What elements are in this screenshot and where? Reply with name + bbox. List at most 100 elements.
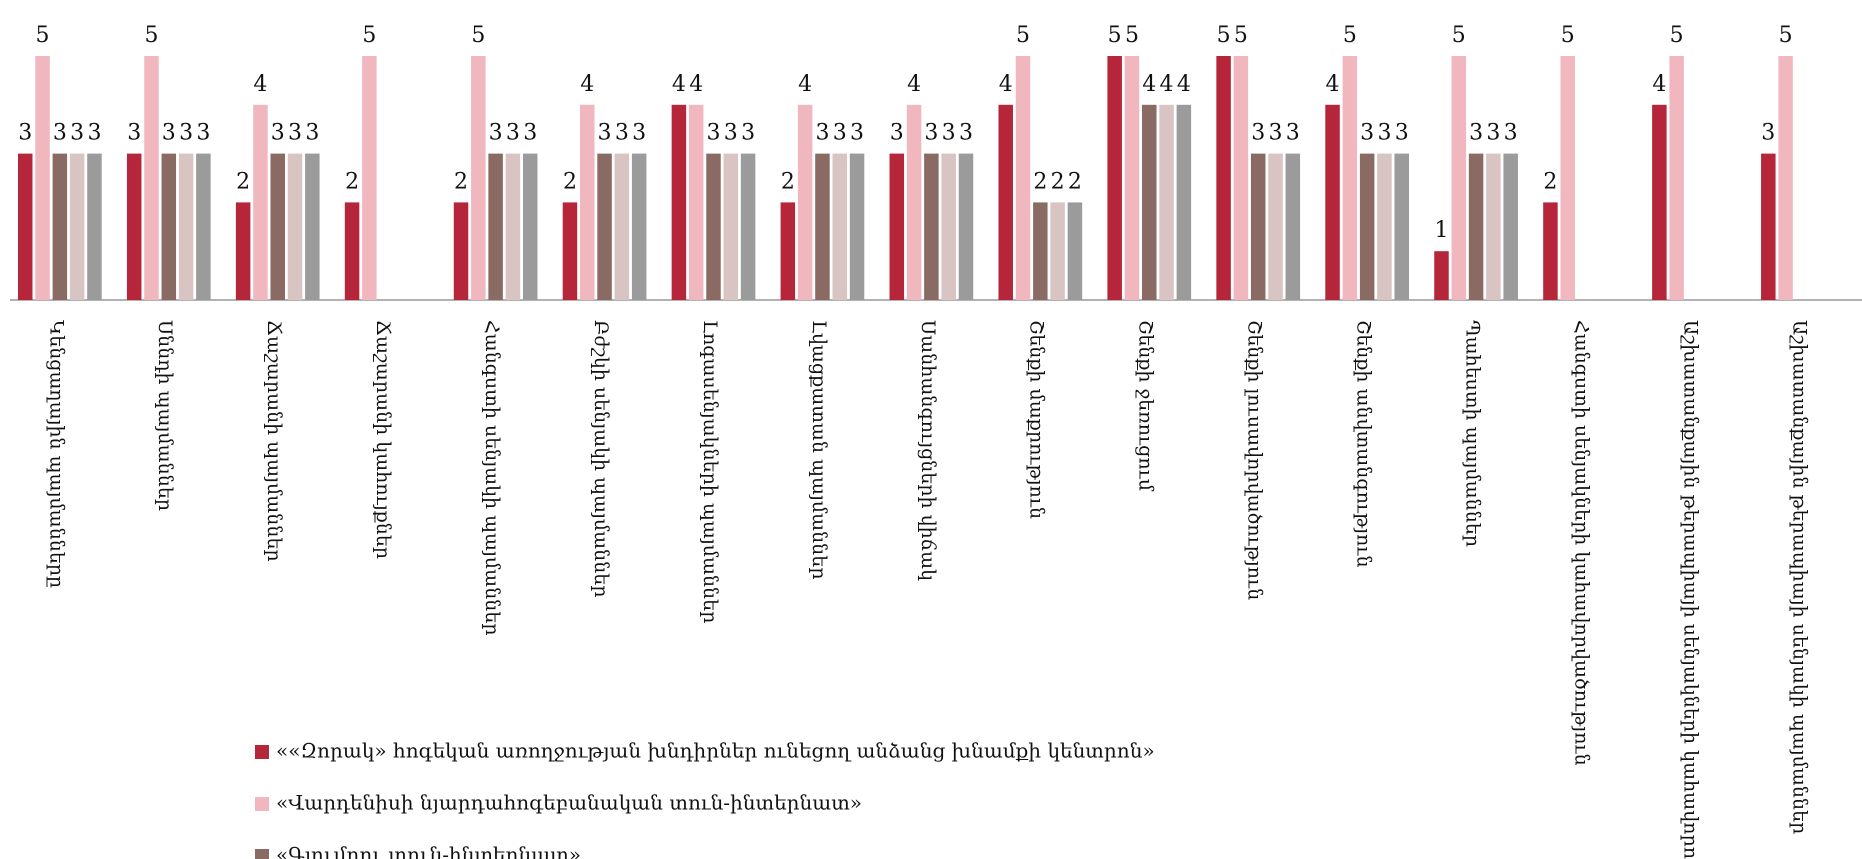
bar [69, 153, 85, 300]
x-tick-label: Ճաշարանի կահույքներ [372, 320, 394, 559]
data-label: 3 [70, 121, 84, 146]
data-label: 2 [1543, 169, 1557, 194]
bar [522, 153, 538, 300]
data-label: 3 [815, 121, 829, 146]
bar [1468, 153, 1484, 300]
bar [1652, 104, 1667, 300]
bar [362, 56, 377, 300]
bar [797, 104, 813, 300]
data-label: 4 [907, 72, 921, 97]
data-label: 3 [87, 121, 101, 146]
x-tick-label: Աշխատանքային թերապիայի սենյակների կահավո… [1679, 320, 1701, 859]
x-tick-label: Սննդի պայմաններ [154, 320, 176, 511]
data-label: 3 [18, 121, 32, 146]
x-tick-label: Շենքի մաքրություն [1026, 320, 1048, 519]
bar [1543, 202, 1558, 300]
data-label: 3 [706, 121, 720, 146]
bar [614, 153, 630, 300]
data-label: 3 [162, 121, 176, 146]
bar [1067, 202, 1083, 300]
bar [505, 153, 521, 300]
data-label: 5 [471, 23, 485, 48]
x-tick-label: Շենքի ջեռուցում [1135, 320, 1157, 492]
data-label: 3 [305, 121, 319, 146]
legend-swatch [255, 797, 269, 811]
data-label: 5 [1561, 23, 1575, 48]
x-tick-label: Սանհանգույցների վիճակ [917, 320, 939, 581]
data-label: 5 [1452, 23, 1466, 48]
data-label: 3 [506, 121, 520, 146]
data-label: 4 [798, 72, 812, 97]
bar [671, 104, 687, 300]
bar [780, 202, 796, 300]
bar [287, 153, 303, 300]
bar [1216, 56, 1231, 300]
data-label: 3 [833, 121, 847, 146]
data-label: 2 [1068, 169, 1082, 194]
data-label: 3 [942, 121, 956, 146]
bar [906, 104, 922, 300]
bar [1451, 56, 1467, 300]
bar [1233, 56, 1249, 300]
data-label: 5 [1217, 23, 1231, 48]
data-label: 2 [236, 169, 250, 194]
data-label: 2 [345, 169, 359, 194]
bar [488, 153, 503, 300]
bar [1107, 56, 1122, 300]
bar [1050, 202, 1065, 300]
bar [178, 153, 194, 300]
bar [161, 153, 177, 300]
bar [1434, 251, 1449, 300]
bar [740, 153, 756, 300]
data-label: 1 [1434, 218, 1448, 243]
data-label: 3 [288, 121, 302, 146]
data-label: 5 [1343, 23, 1357, 48]
bar [270, 153, 285, 300]
bar [196, 153, 211, 300]
data-label: 3 [1286, 121, 1300, 146]
x-tick-label: Բժշկի սենյակի պայմաններ [590, 320, 612, 597]
x-tick-label: Լոգասենյակների պայմաններ [699, 320, 721, 623]
bar [1560, 56, 1575, 300]
data-label: 4 [999, 72, 1013, 97]
bar [35, 56, 50, 300]
data-label: 5 [362, 23, 376, 48]
data-label: 3 [489, 121, 503, 146]
data-label: 3 [196, 121, 210, 146]
bar [1503, 153, 1518, 300]
bar [1669, 56, 1684, 300]
bar [706, 153, 721, 300]
legend-label: «Գյումրու տուն-ինտերնատ» [276, 843, 581, 859]
bar [235, 202, 251, 300]
bar [126, 153, 142, 300]
data-label: 3 [1360, 121, 1374, 146]
data-label: 4 [1142, 72, 1156, 97]
data-label: 4 [1652, 72, 1666, 97]
bar [1285, 153, 1301, 300]
data-label: 2 [1033, 169, 1047, 194]
bar [453, 202, 469, 300]
bar [18, 153, 33, 300]
x-tick-label: Հանգստի սենյակի պայմաններ [481, 320, 503, 636]
data-label: 3 [127, 121, 141, 146]
data-label: 3 [924, 121, 938, 146]
data-label: 3 [615, 121, 629, 146]
x-tick-label: Հանգստի սենյակների կահավորվածություն [1570, 320, 1592, 766]
bar [253, 104, 268, 300]
legend-label: «Վարդենիսի նյարդահոգեբանական տուն-ինտերն… [276, 791, 862, 815]
data-label: 3 [1469, 121, 1483, 146]
bar [144, 56, 159, 300]
x-tick-label: Շենքի անվտանգություն [1353, 320, 1375, 568]
data-label: 5 [1108, 23, 1122, 48]
bar [1486, 153, 1501, 300]
bar [305, 153, 320, 300]
bar [580, 104, 595, 300]
data-label: 3 [741, 121, 755, 146]
data-label: 3 [850, 121, 864, 146]
data-label: 5 [1234, 23, 1248, 48]
data-label: 5 [1125, 23, 1139, 48]
bar [889, 153, 905, 300]
bar [941, 153, 956, 300]
data-label: 5 [1670, 23, 1684, 48]
x-tick-label: Պահեստի պայմաններ [1461, 320, 1483, 547]
